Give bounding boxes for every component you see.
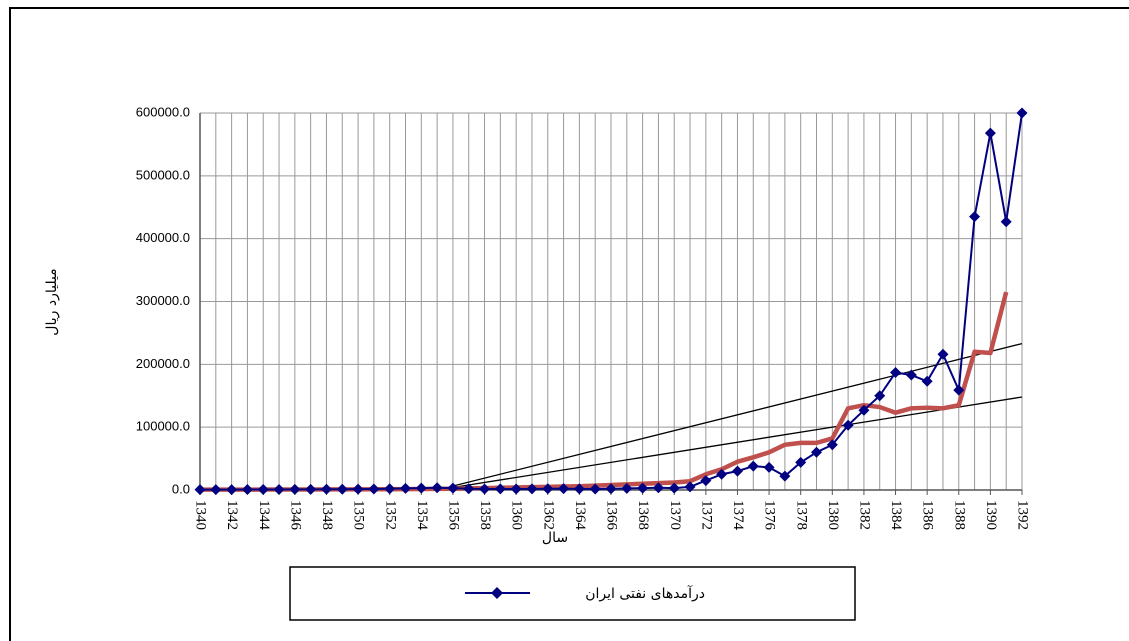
- marker: [510, 483, 522, 495]
- y-tick-label: 600000.0: [136, 104, 190, 119]
- marker: [368, 483, 380, 495]
- marker: [463, 483, 475, 495]
- marker: [921, 375, 933, 387]
- x-tick-label: 1372: [698, 500, 714, 530]
- x-tick-label: 1356: [445, 500, 461, 531]
- marker: [494, 483, 506, 495]
- marker: [905, 369, 917, 381]
- x-tick-label: 1354: [414, 500, 430, 531]
- marker: [842, 419, 854, 431]
- marker: [731, 465, 743, 477]
- x-tick-label: 1384: [888, 500, 904, 531]
- marker: [637, 482, 649, 494]
- marker: [984, 127, 996, 139]
- legend-swatch: [491, 587, 503, 599]
- x-tick-label: 1340: [193, 500, 209, 530]
- marker: [273, 483, 285, 495]
- marker: [652, 482, 664, 494]
- marker: [305, 483, 317, 495]
- marker: [336, 483, 348, 495]
- marker: [400, 482, 411, 494]
- marker: [621, 482, 633, 494]
- x-tick-label: 1366: [604, 500, 620, 531]
- series-line: [200, 291, 1009, 492]
- marker: [1016, 107, 1028, 119]
- x-tick-label: 1358: [477, 500, 493, 530]
- marker: [431, 482, 443, 494]
- marker: [226, 484, 238, 496]
- marker: [684, 481, 696, 493]
- marker: [479, 483, 491, 495]
- x-tick-label: 1386: [920, 500, 936, 531]
- x-tick-label: 1370: [667, 500, 683, 530]
- marker: [526, 483, 538, 495]
- marker: [1000, 216, 1012, 228]
- marker: [763, 461, 775, 473]
- marker: [874, 390, 886, 402]
- marker: [447, 482, 459, 494]
- marker: [257, 484, 269, 496]
- marker: [858, 404, 870, 416]
- marker: [953, 384, 965, 396]
- x-tick-label: 1360: [509, 500, 525, 530]
- marker: [716, 468, 728, 480]
- x-tick-label: 1364: [572, 500, 588, 531]
- marker: [890, 367, 902, 379]
- marker: [589, 483, 601, 495]
- y-tick-label: 100000.0: [136, 419, 190, 434]
- marker: [668, 482, 680, 494]
- marker: [573, 483, 585, 495]
- marker: [320, 483, 332, 495]
- y-axis-label: میلیارد ریال: [44, 268, 60, 335]
- x-tick-label: 1382: [856, 500, 872, 530]
- x-tick-label: 1374: [730, 500, 746, 531]
- legend-box: [289, 566, 856, 621]
- frame: [9, 7, 1129, 641]
- marker: [795, 456, 807, 468]
- x-tick-label: 1352: [382, 500, 398, 530]
- marker: [241, 484, 253, 496]
- marker: [384, 483, 396, 495]
- legend-label: درآمدهای نفتی ایران: [585, 585, 705, 602]
- x-tick-label: 1368: [635, 500, 651, 530]
- x-tick-label: 1378: [793, 500, 809, 530]
- x-tick-label: 1342: [224, 500, 240, 530]
- marker: [542, 483, 554, 495]
- trendline: [437, 396, 1023, 491]
- x-tick-label: 1390: [983, 500, 999, 530]
- y-tick-label: 200000.0: [136, 356, 190, 371]
- marker: [700, 475, 712, 487]
- marker: [352, 483, 364, 495]
- x-tick-label: 1376: [762, 500, 778, 531]
- y-tick-label: 0.0: [172, 481, 190, 496]
- marker: [558, 483, 570, 495]
- marker: [415, 482, 427, 494]
- x-axis-label: سال: [542, 530, 568, 546]
- y-tick-label: 300000.0: [136, 293, 190, 308]
- x-tick-label: 1346: [287, 500, 303, 531]
- marker: [826, 439, 838, 451]
- x-tick-label: 1350: [351, 500, 367, 530]
- trendline: [436, 342, 1023, 491]
- marker: [210, 484, 222, 496]
- y-tick-label: 400000.0: [136, 230, 190, 245]
- x-tick-label: 1380: [825, 500, 841, 530]
- marker: [605, 483, 617, 495]
- marker: [194, 484, 206, 496]
- marker: [779, 470, 791, 482]
- y-tick-label: 500000.0: [136, 167, 190, 182]
- x-tick-label: 1388: [951, 500, 967, 530]
- x-tick-label: 1344: [256, 500, 272, 531]
- x-tick-label: 1362: [540, 500, 556, 530]
- marker: [289, 483, 301, 495]
- marker: [969, 211, 981, 223]
- x-tick-label: 1348: [319, 500, 335, 530]
- marker: [811, 446, 822, 458]
- x-tick-label: 1392: [1015, 500, 1031, 530]
- marker: [937, 348, 949, 360]
- marker: [747, 460, 759, 472]
